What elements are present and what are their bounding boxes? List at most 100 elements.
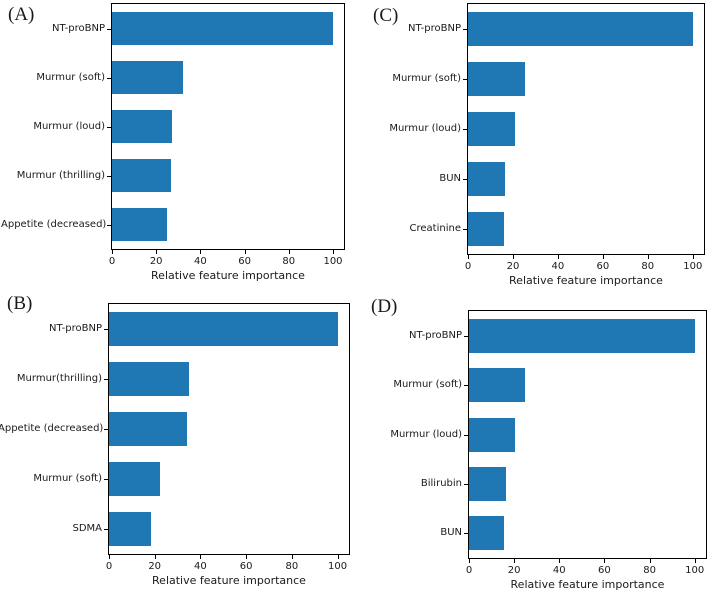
- x-tick-label: 40: [194, 256, 207, 267]
- x-tick-mark: [468, 255, 469, 259]
- y-tick-label-c-3: BUN: [439, 173, 461, 184]
- y-tick-mark: [107, 225, 111, 226]
- x-tick-label: 60: [598, 565, 611, 576]
- y-tick-label-b-0: NT-proBNP: [48, 323, 102, 334]
- x-tick-label: 20: [149, 256, 163, 267]
- bar-a-0: [112, 12, 333, 45]
- panel-label-c: (C): [373, 5, 399, 26]
- y-tick-label-a-4: Appetite (decreased): [1, 219, 107, 230]
- x-tick-label: 0: [465, 565, 473, 576]
- y-tick-label-b-2: Appetite (decreased): [0, 423, 104, 434]
- y-tick-label-c-1: Murmur (soft): [392, 73, 461, 84]
- y-tick-label-a-2: Murmur (loud): [33, 121, 105, 132]
- bar-c-1: [468, 62, 526, 96]
- x-tick-label: 20: [506, 261, 520, 272]
- x-tick-mark: [513, 255, 514, 259]
- x-tick-label: 100: [328, 561, 348, 572]
- bar-c-3: [468, 162, 506, 196]
- bar-b-4: [109, 512, 152, 546]
- x-tick-label: 60: [239, 561, 253, 572]
- x-tick-mark: [692, 255, 694, 259]
- y-tick-label-d-4: BUN: [440, 527, 462, 538]
- plot-area-d: NT-proBNP Murmur (soft) Murmur (loud) Bilir…: [390, 310, 707, 590]
- x-tick-mark: [469, 559, 470, 563]
- x-tick-mark: [694, 559, 696, 563]
- x-axis-label-b: Relative feature importance: [152, 574, 306, 587]
- x-tick-label: 20: [148, 561, 162, 572]
- y-tick-label-a-3: Murmur (thrilling): [16, 170, 105, 181]
- x-tick-mark: [200, 555, 202, 559]
- x-tick-mark: [246, 555, 248, 559]
- x-tick-mark: [288, 250, 290, 254]
- x-tick-label: 20: [507, 565, 521, 576]
- x-tick-label: 0: [108, 256, 116, 267]
- x-tick-mark: [602, 255, 604, 259]
- y-tick-label-b-3: Murmur (soft): [33, 473, 102, 484]
- y-tick-mark: [107, 29, 111, 30]
- y-tick-mark: [464, 484, 468, 485]
- x-tick-label: 100: [323, 256, 343, 267]
- y-tick-mark: [104, 329, 108, 330]
- bar-c-2: [468, 112, 516, 146]
- y-tick-label-a-0: NT-proBNP: [51, 23, 105, 34]
- bar-a-4: [112, 208, 168, 241]
- y-tick-mark: [107, 127, 111, 128]
- x-tick-mark: [649, 559, 651, 563]
- y-tick-mark: [464, 533, 468, 534]
- bar-c-4: [468, 212, 504, 246]
- x-axis-label-c: Relative feature importance: [509, 274, 663, 287]
- x-tick-label: 80: [641, 261, 655, 272]
- y-tick-label-b-4: SDMA: [72, 523, 102, 534]
- bar-b-1: [109, 362, 189, 396]
- x-tick-mark: [557, 255, 559, 259]
- x-tick-mark: [337, 555, 339, 559]
- x-tick-label: 100: [685, 565, 705, 576]
- x-tick-mark: [200, 250, 202, 254]
- y-tick-mark: [104, 429, 108, 430]
- y-tick-mark: [463, 129, 467, 130]
- bar-c-0: [468, 12, 693, 46]
- plot-area-c: NT-proBNP Murmur (soft) Murmur (loud) BUN Cr…: [389, 3, 705, 287]
- x-tick-label: 80: [282, 256, 296, 267]
- panel-label-d: (D): [371, 296, 398, 317]
- y-tick-label-b-1: Murmur(thrilling): [16, 373, 102, 384]
- x-tick-label: 100: [683, 261, 703, 272]
- y-tick-label-d-3: Bilirubin: [420, 478, 462, 489]
- bar-b-3: [109, 462, 161, 496]
- bar-d-3: [469, 467, 507, 501]
- y-tick-label-d-0: NT-proBNP: [408, 330, 462, 341]
- y-tick-mark: [463, 179, 467, 180]
- x-tick-mark: [604, 559, 606, 563]
- y-tick-label-a-1: Murmur (soft): [36, 72, 105, 83]
- x-axis-label-d: Relative feature importance: [510, 578, 665, 590]
- x-tick-mark: [333, 250, 334, 254]
- panel-label-b: (B): [7, 293, 33, 314]
- bar-b-0: [109, 312, 338, 346]
- x-tick-mark: [154, 555, 156, 559]
- bar-a-1: [112, 61, 183, 94]
- bar-d-1: [469, 368, 526, 402]
- x-tick-label: 40: [552, 565, 566, 576]
- bar-d-0: [469, 319, 695, 353]
- y-tick-mark: [463, 79, 467, 80]
- bar-b-2: [109, 412, 187, 446]
- x-tick-label: 60: [596, 261, 610, 272]
- panel-label-a: (A): [8, 4, 35, 25]
- x-tick-mark: [291, 555, 293, 559]
- x-tick-mark: [109, 555, 110, 559]
- y-tick-label-c-4: Creatinine: [409, 223, 461, 234]
- x-tick-mark: [156, 250, 158, 254]
- y-tick-mark: [464, 435, 468, 436]
- y-tick-label-d-2: Murmur (loud): [390, 429, 462, 440]
- x-tick-mark: [244, 250, 246, 254]
- y-tick-mark: [464, 336, 468, 337]
- y-tick-mark: [104, 529, 108, 530]
- bar-a-2: [112, 110, 172, 143]
- x-tick-mark: [559, 559, 561, 563]
- y-tick-label-c-0: NT-proBNP: [407, 23, 461, 34]
- y-tick-mark: [463, 29, 467, 30]
- y-tick-mark: [107, 78, 111, 79]
- y-tick-label-d-1: Murmur (soft): [393, 379, 462, 390]
- x-tick-label: 0: [464, 261, 472, 272]
